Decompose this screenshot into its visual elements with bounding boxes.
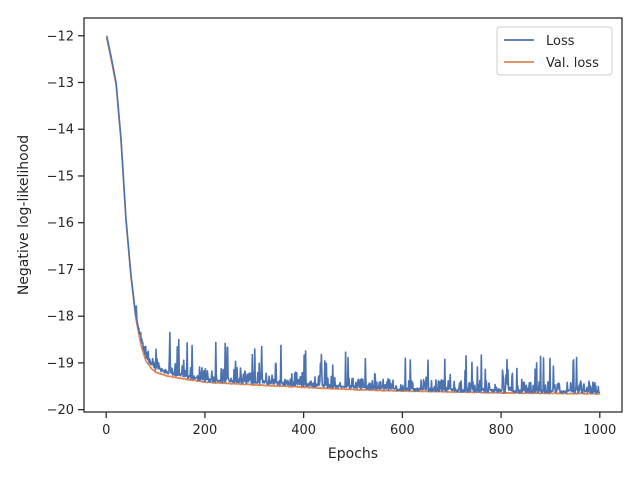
x-tick-label: 800 [489,423,514,438]
legend-label-val-loss: Val. loss [546,56,599,71]
plot-frame [83,17,623,413]
x-tick-label: 1000 [583,423,616,438]
y-tick-label: −12 [47,29,74,44]
y-tick-label: −19 [47,356,74,371]
y-tick-label: −13 [47,76,74,91]
series-line-loss [105,35,601,395]
y-tick-label: −15 [47,169,74,184]
legend-box [496,26,613,76]
y-tick-label: −20 [47,403,74,418]
y-tick-label: −17 [47,263,74,278]
x-tick-label: 400 [291,423,316,438]
x-tick-label: 200 [193,423,218,438]
y-tick-label: −16 [47,216,74,231]
x-tick-label: 0 [102,423,110,438]
series-layer [105,35,601,395]
legend: Loss Val. loss [496,26,613,76]
x-tick-label: 600 [390,423,415,438]
y-axis-label: Negative log-likelihood [16,135,32,295]
tick-layer: 0 200 400 600 800 1000 −12 −13 −14 −15 −16 −17 −18 −1… [47,29,617,438]
series-line-val-loss [105,37,601,395]
x-axis-label: Epochs [328,446,378,462]
legend-label-loss: Loss [546,34,575,49]
y-tick-label: −18 [47,310,74,325]
y-tick-label: −14 [47,123,74,138]
